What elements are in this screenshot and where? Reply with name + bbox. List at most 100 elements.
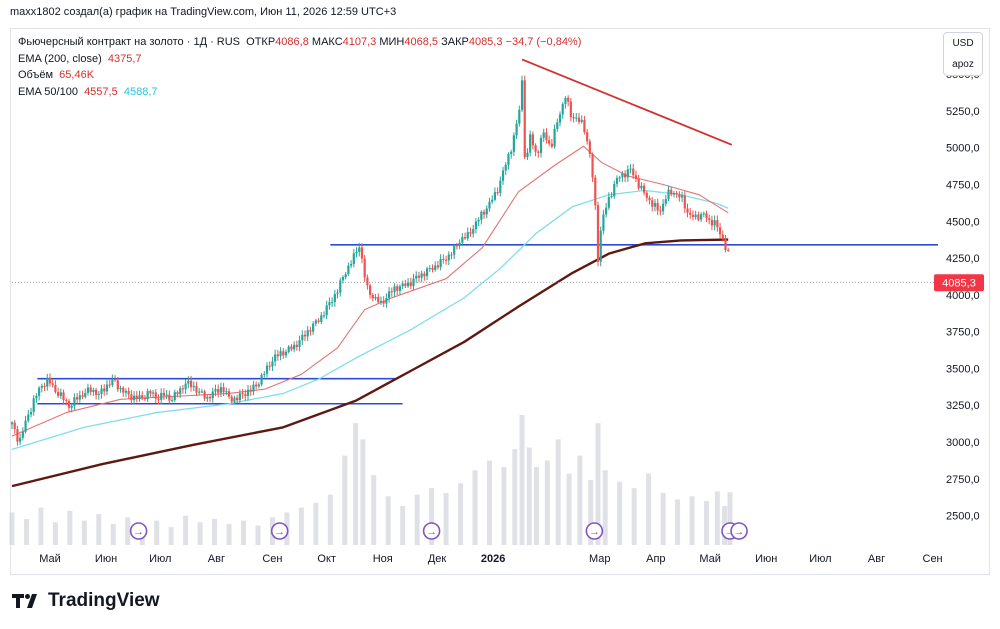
x-tick-label: Май [39, 553, 61, 565]
volume-bar [512, 449, 518, 545]
volume-bar [714, 491, 720, 545]
legend-ema200-value: 4375,7 [107, 52, 142, 65]
candle-body [287, 346, 290, 352]
candle-body [252, 384, 255, 392]
candle-body [567, 97, 570, 102]
candle-body [132, 395, 136, 401]
candle-body [643, 185, 646, 193]
candle-body [322, 315, 326, 317]
candle-body [469, 232, 472, 234]
legend-close-label: ЗАКР [441, 36, 469, 48]
candle-body [208, 396, 212, 399]
candle-body [499, 180, 502, 193]
candle-body [680, 195, 684, 198]
volume-bar [197, 522, 203, 545]
candle-body [263, 373, 266, 375]
candle-body [624, 173, 627, 178]
volume-bar [52, 522, 58, 545]
candle-body [387, 291, 391, 298]
chart-frame [10, 28, 990, 575]
candle-body [295, 344, 298, 347]
candle-body [328, 302, 331, 306]
x-tick-label: Дек [428, 553, 447, 565]
candle-body [206, 396, 209, 399]
candle-body [154, 392, 157, 399]
event-marker [730, 522, 748, 540]
candle-body [298, 340, 301, 347]
candle-body [352, 253, 355, 265]
y-tick-label: 3500,0 [946, 363, 980, 375]
candle-body [596, 205, 600, 262]
candle-body [103, 388, 106, 392]
candle-body [572, 117, 575, 119]
candle-body [613, 183, 616, 197]
candle-body [431, 267, 434, 270]
candle-body [187, 380, 190, 384]
candle-body [214, 389, 217, 392]
candle-body [76, 397, 79, 400]
candle-body [480, 211, 483, 220]
candle-body [363, 258, 366, 278]
candle-body [211, 391, 214, 399]
candle-body [16, 429, 19, 442]
candle-body [165, 394, 168, 396]
candle-body [461, 237, 464, 243]
candle-body [718, 227, 722, 235]
candle-body [580, 119, 583, 122]
candle-body [81, 395, 84, 397]
candle-body [249, 389, 252, 392]
currency-button[interactable]: USD [952, 38, 974, 49]
candle-body [488, 201, 491, 209]
candle-body [558, 114, 562, 123]
candle-body [713, 220, 716, 226]
legend-volume-label: Объём [18, 69, 54, 81]
candle-body [32, 398, 35, 412]
candle-body [284, 351, 288, 356]
volume-bar [154, 520, 160, 545]
candle-body [564, 97, 567, 105]
candle-body [618, 177, 621, 179]
candle-body [276, 354, 279, 357]
candle-body [501, 170, 505, 181]
legend-ema200-row[interactable]: EMA (200, close) 4375,7 [18, 51, 581, 68]
legend-ema50-100-row[interactable]: EMA 50/100 4557,5 4588,7 [18, 84, 581, 101]
legend-low-label: МИН [379, 36, 405, 48]
candle-body [607, 196, 610, 208]
last-price-marker: 4085,3 [12, 274, 984, 292]
candle-body [474, 221, 478, 230]
candle-body [653, 202, 657, 207]
scale-mode-button[interactable]: apoz [952, 59, 974, 70]
candle-body [312, 323, 315, 332]
candle-body [591, 154, 594, 178]
candle-body [390, 291, 393, 293]
candle-body [398, 286, 402, 291]
candle-body [89, 387, 92, 392]
candle-body [181, 388, 185, 390]
legend-volume-row[interactable]: Объём 65,46K [18, 67, 581, 84]
tradingview-logo[interactable]: TradingView [12, 590, 160, 612]
candle-body [520, 80, 524, 110]
volume-bar [429, 488, 435, 545]
candle-body [314, 320, 317, 324]
legend-symbol-row[interactable]: Фьючерсный контракт на золото · 1Д · RUS… [18, 34, 581, 51]
candle-body [493, 192, 496, 200]
candle-body [51, 383, 54, 385]
candle-body [425, 268, 429, 277]
candle-body [510, 151, 513, 155]
x-tick-label: Сен [923, 553, 943, 565]
legend-high-label: МАКС [311, 36, 343, 48]
candle-body [406, 282, 410, 287]
candle-body [21, 431, 24, 438]
candle-body [168, 394, 171, 401]
y-tick-label: 4000,0 [946, 290, 980, 302]
candle-body [320, 315, 323, 322]
candle-body [374, 297, 377, 299]
candle-body [268, 365, 271, 367]
candle-body [62, 392, 65, 400]
volume-bar [595, 423, 601, 545]
volume-bar [371, 475, 377, 545]
candle-body [463, 237, 467, 239]
candle-body [138, 395, 141, 399]
event-marker-arrow: → [725, 526, 736, 538]
